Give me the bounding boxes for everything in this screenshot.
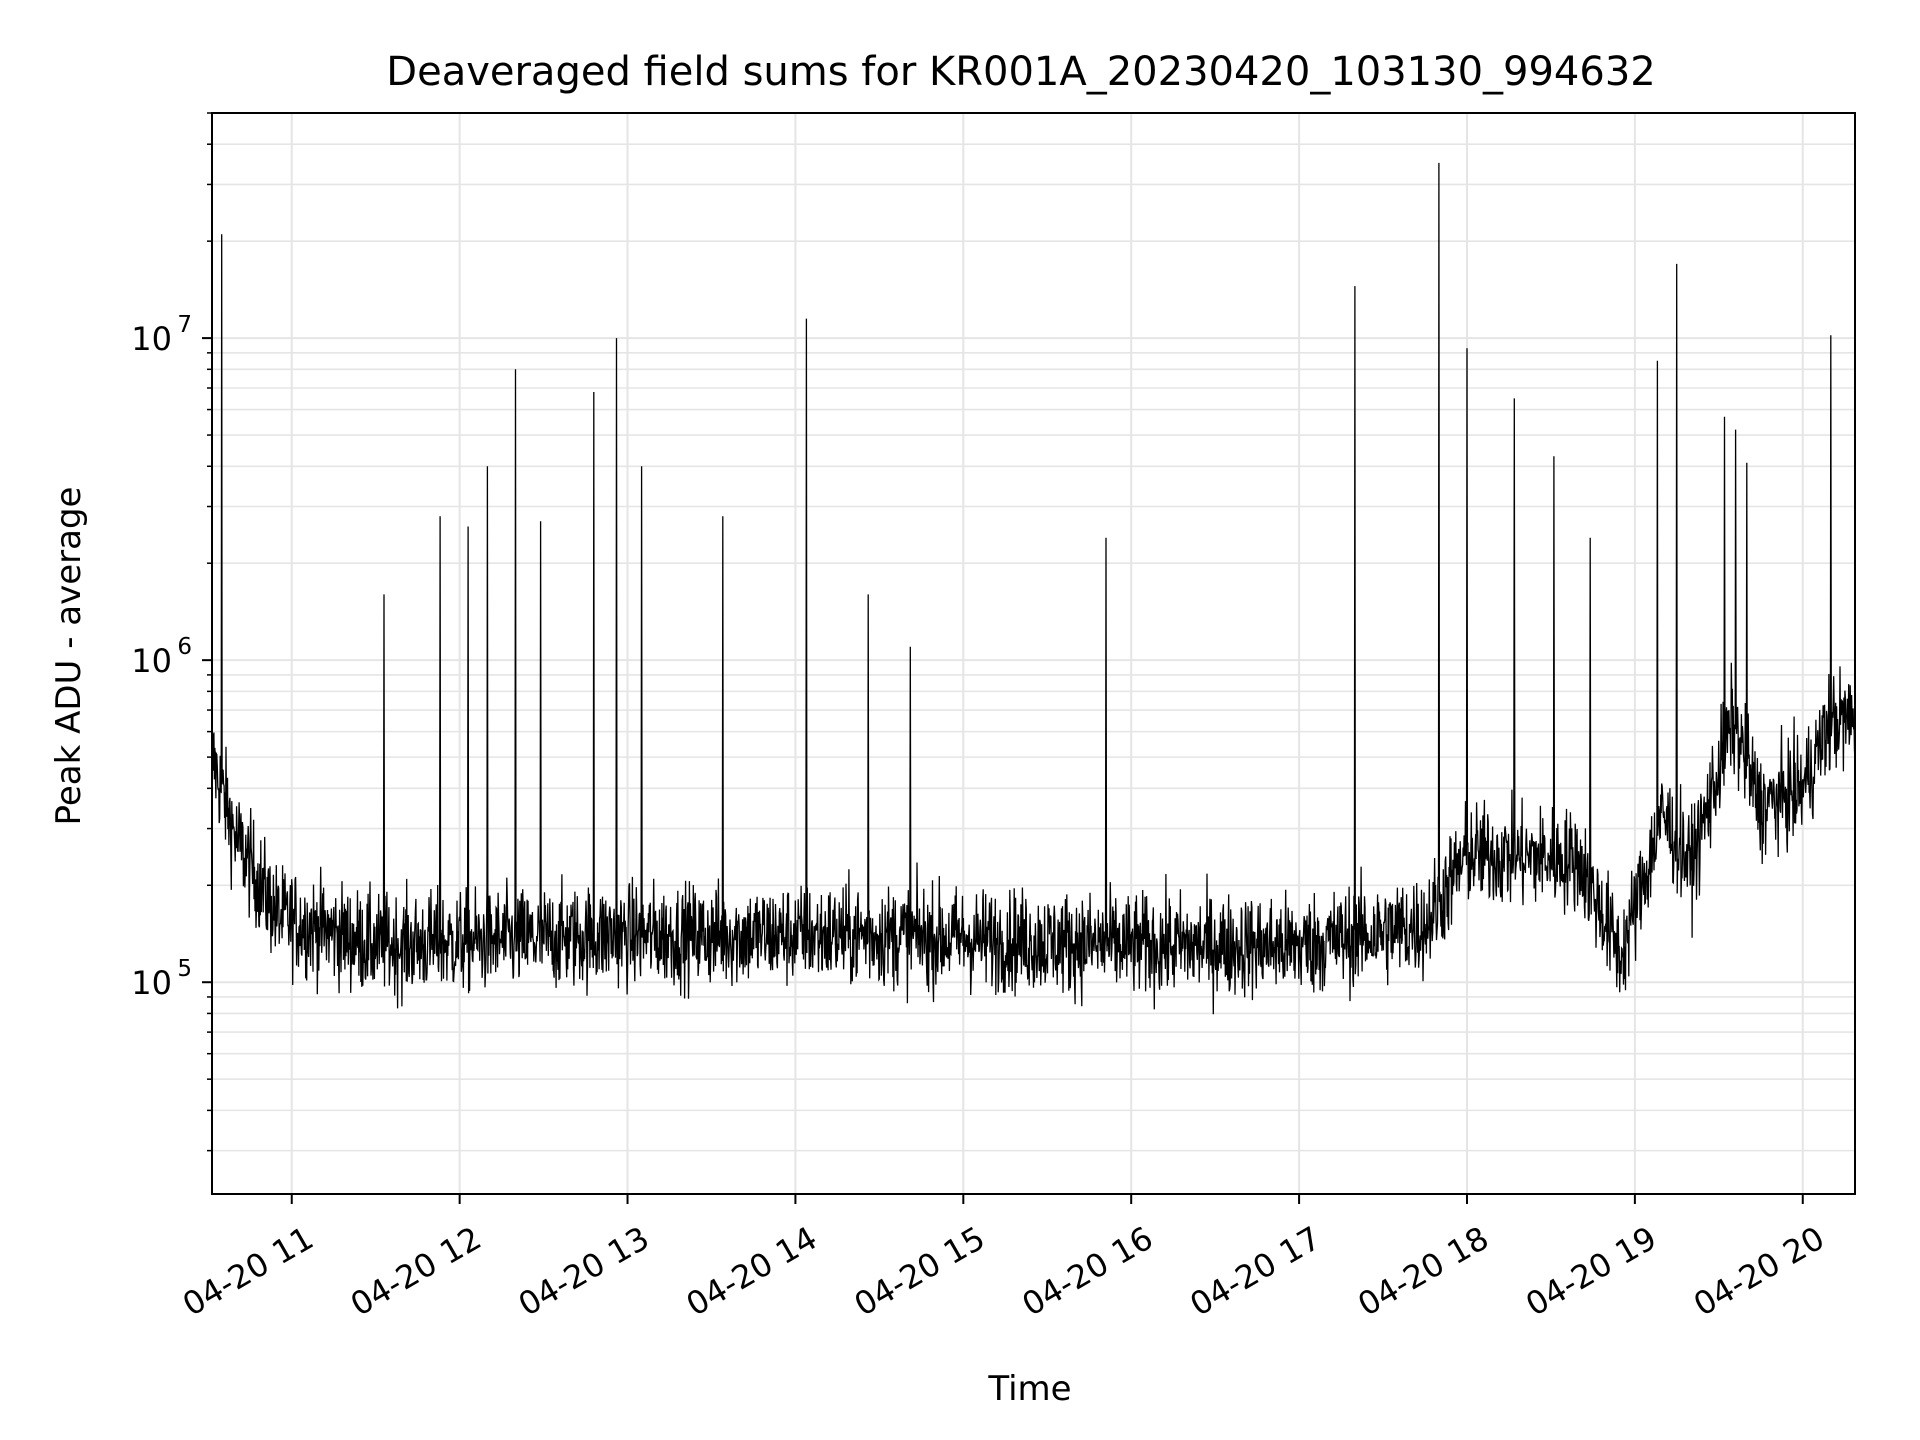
series-group [211,162,1856,1015]
plot-frame [211,112,1856,1195]
y-tick-label: 10 [131,964,172,1002]
chart-title: Deaveraged field sums for KR001A_2023042… [386,49,1655,95]
y-tick-exponent: 6 [177,634,192,660]
y-tick-label: 10 [131,642,172,680]
y-tick-exponent: 5 [177,956,192,982]
series-line [211,162,1856,1015]
x-axis-label: Time [987,1369,1071,1409]
y-tick-exponent: 7 [177,312,192,338]
y-axis-label: Peak ADU - average [49,487,89,826]
y-tick-label: 10 [131,320,172,358]
